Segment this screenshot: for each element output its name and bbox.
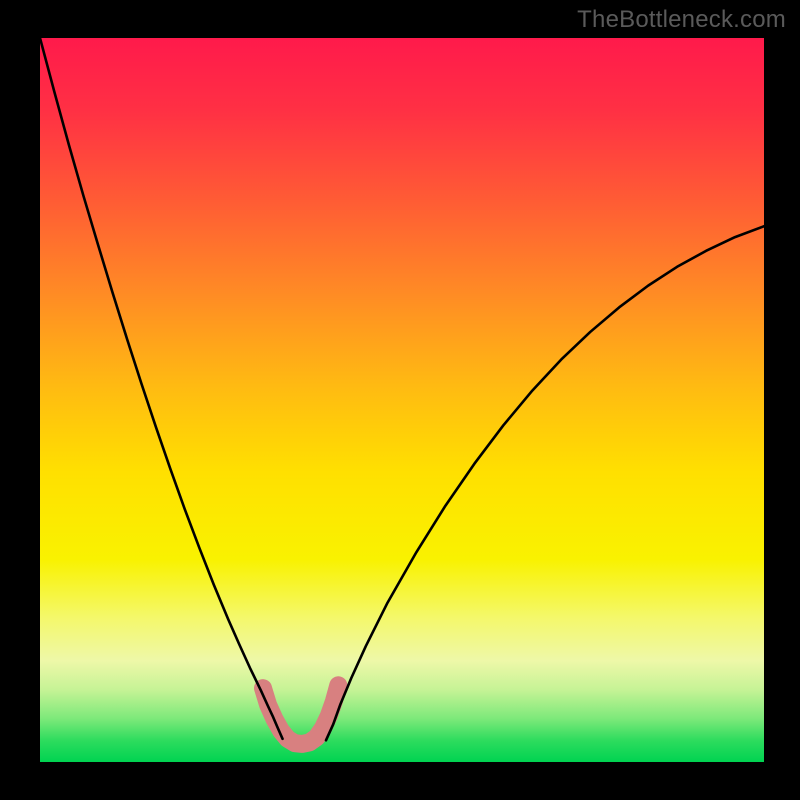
bottleneck-curve-right xyxy=(326,226,764,740)
chart-overlay xyxy=(40,38,764,762)
bottleneck-curve-left xyxy=(40,38,283,739)
plot-area xyxy=(40,38,764,762)
watermark-text: TheBottleneck.com xyxy=(577,6,786,34)
